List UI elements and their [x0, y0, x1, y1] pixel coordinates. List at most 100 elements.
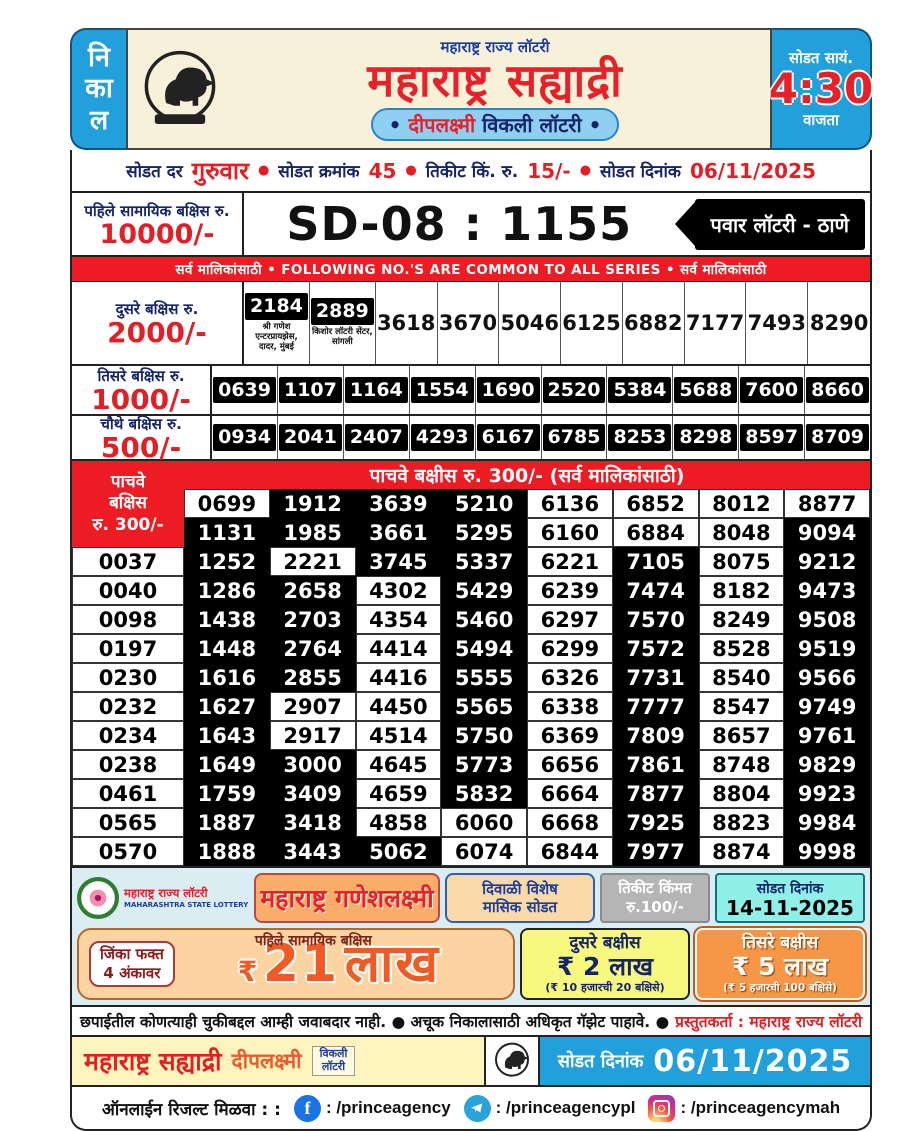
promo-second-title: दुसरे बक्षीस — [569, 932, 641, 953]
seller-name-box: पवार लॉटरी - ठाणे — [694, 198, 865, 250]
sidebar-line: पाचवे — [110, 472, 146, 493]
number-cell: 8298 — [673, 416, 740, 459]
common-series-banner: सर्व मालिकांसाठी • FOLLOWING NO.'S ARE C… — [72, 257, 870, 282]
online-result-label: ऑनलाईन रिजल्ट मिळवा : : — [101, 1099, 281, 1120]
fifth-prize-number: 1985 — [269, 518, 356, 547]
fifth-prize-number: 0040 — [72, 576, 184, 605]
nikal-char: का — [85, 73, 113, 105]
lottery-result-sheet: नि का ल महाराष्ट्र राज्य लॉटरी महाराष्ट्… — [70, 28, 874, 1131]
instagram-handle[interactable]: : /princeagencymah — [648, 1094, 841, 1122]
special-line: दिवाळी विशेष — [482, 880, 558, 898]
fifth-prize-table: पाचवे बक्षिस रु. 300/- पाचवे बक्षीस रु. … — [72, 461, 870, 868]
fourth-prize-row: चौथे बक्षिस रु. 500/- 0934 2041 2407 4293 61… — [72, 415, 870, 464]
winner-cell: 2889 किशोर लॉटरी सेंटर, सांगली — [310, 282, 376, 364]
time-label-bottom: वाजता — [803, 111, 839, 129]
state-lottery-org: महाराष्ट्र राज्य लॉटरी MAHARASHTRA STATE… — [77, 873, 249, 923]
fifth-prize-number: 9829 — [784, 750, 870, 779]
rupee-sign: ₹ — [237, 955, 258, 988]
org-title: महाराष्ट्र राज्य लॉटरी — [440, 38, 550, 57]
draw-no-value: 45 — [368, 158, 397, 183]
number-cell: 5688 — [673, 366, 740, 414]
number-cell: 8597 — [739, 416, 806, 459]
promo-second-prize-box: दुसरे बक्षीस ₹ 2 लाख (₹ 10 हजारची 20 बक्… — [520, 928, 690, 1000]
fifth-prize-number: 4354 — [355, 605, 442, 634]
fifth-prize-number: 1616 — [184, 663, 270, 692]
special-draw-box: दिवाळी विशेष मासिक सोडत — [445, 873, 595, 923]
fifth-prize-number: 6668 — [527, 808, 613, 837]
fifth-prize-number: 8657 — [698, 721, 785, 750]
promo-third-title: तिसरे बक्षीस — [741, 932, 819, 953]
fifth-prize-number: 1252 — [184, 547, 270, 576]
fifth-prize-number: 6844 — [527, 837, 613, 866]
fifth-prize-number: 6338 — [527, 692, 613, 721]
draw-date-label: सोडत दिनांक — [600, 162, 681, 182]
jackpot-note: पहिले सामायिक बक्षिस — [254, 933, 372, 949]
winning-number: 1554 — [410, 376, 474, 404]
number-cell: 3618 — [376, 282, 438, 364]
fifth-prize-number: 8048 — [698, 518, 785, 547]
fifth-prize-number: 5337 — [441, 547, 527, 576]
fifth-prize-number: 8877 — [784, 489, 870, 518]
fifth-prize-number: 5494 — [441, 634, 527, 663]
footer-logo — [486, 1037, 540, 1085]
footer-bar: महाराष्ट्र सह्याद्री दीपलक्ष्मी विकली लॉ… — [72, 1037, 870, 1087]
third-prize-numbers: 0639 1107 1164 1554 1690 2520 5384 5688 7600 8660 — [212, 366, 870, 414]
fifth-prize-number: 1627 — [184, 692, 270, 721]
draw-time-box: सोडत सायं. 4:30 वाजता — [768, 28, 874, 150]
fifth-prize-number: 0238 — [72, 750, 184, 779]
subtitle-rest: विकली लॉटरी — [482, 112, 582, 137]
fifth-prize-number: 6326 — [527, 663, 613, 692]
fifth-prize-number: 2917 — [269, 721, 356, 750]
fifth-prize-number: 5555 — [441, 663, 527, 692]
win-condition-pill: जिंका फक्त 4 अंकावर — [89, 941, 175, 987]
fifth-prize-number: 6884 — [612, 518, 699, 547]
fifth-prize-number: 7731 — [612, 663, 699, 692]
left-arrow-icon — [674, 202, 695, 246]
fifth-prize-number: 3443 — [269, 837, 356, 866]
footer-title-main: महाराष्ट्र सह्याद्री — [84, 1047, 222, 1076]
scheme-name-box: महाराष्ट्र गणेशलक्ष्मी — [254, 873, 440, 923]
winning-number: 5046 — [500, 311, 559, 335]
weekly-lottery-tag: विकली लॉटरी — [311, 1046, 356, 1076]
number-cell: 8660 — [805, 366, 870, 414]
number-cell: 6785 — [542, 416, 608, 459]
winning-number: 6785 — [542, 424, 606, 451]
fifth-prize-number: 8528 — [698, 634, 785, 663]
draw-time: 4:30 — [768, 64, 874, 113]
fifth-prize-number: 7777 — [612, 692, 699, 721]
weekly-line: लॉटरी — [321, 1060, 346, 1073]
fifth-prize-number: 6369 — [527, 721, 613, 750]
number-cell: 7177 — [685, 282, 747, 364]
elephant-emblem-icon — [495, 1042, 529, 1077]
state-lottery-logo-icon — [77, 877, 119, 919]
fifth-prize-number: 0232 — [72, 692, 184, 721]
fifth-prize-number: 9566 — [784, 663, 870, 692]
weekly-line: विकली — [319, 1047, 348, 1061]
facebook-handle[interactable]: f : /princeagency — [293, 1094, 451, 1122]
fifth-prize-number: 3745 — [355, 547, 442, 576]
fifth-prize-number: 6852 — [612, 489, 699, 518]
fifth-prize-number: 6299 — [527, 634, 613, 663]
fifth-prize-number: 5429 — [441, 576, 527, 605]
fifth-prize-number: 6136 — [527, 489, 613, 518]
winning-number: 7493 — [747, 311, 807, 335]
fourth-prize-amount: 500/- — [100, 430, 182, 464]
instagram-handle-text: : /princeagencymah — [680, 1098, 841, 1117]
jackpot-amount: ₹ 21 लाख — [175, 938, 503, 990]
fifth-prize-number: 3661 — [355, 518, 442, 547]
fifth-prize-number: 8075 — [698, 547, 785, 576]
fifth-prize-number: 4514 — [355, 721, 442, 750]
promo-third-prize-box: तिसरे बक्षीस ₹ 5 लाख (₹ 5 हजारची 100 बक्… — [695, 928, 865, 1000]
telegram-handle[interactable]: : /princeagencypl — [463, 1094, 635, 1122]
sidebar-line: रु. 300/- — [92, 514, 164, 535]
winning-number: 6882 — [624, 311, 683, 335]
promo-row-bottom: पहिले सामायिक बक्षिस जिंका फक्त 4 अंकावर… — [77, 928, 865, 1000]
number-cell: 0934 — [212, 416, 278, 459]
fifth-prize-number: 4302 — [355, 576, 442, 605]
promo-section: महाराष्ट्र राज्य लॉटरी MAHARASHTRA STATE… — [72, 868, 870, 1007]
number-cell: 2520 — [542, 366, 608, 414]
winning-number: 8597 — [740, 424, 804, 451]
fifth-prize-number: 5210 — [441, 489, 527, 518]
winning-number: 2407 — [344, 424, 408, 451]
fifth-prize-number: 0234 — [72, 721, 184, 750]
